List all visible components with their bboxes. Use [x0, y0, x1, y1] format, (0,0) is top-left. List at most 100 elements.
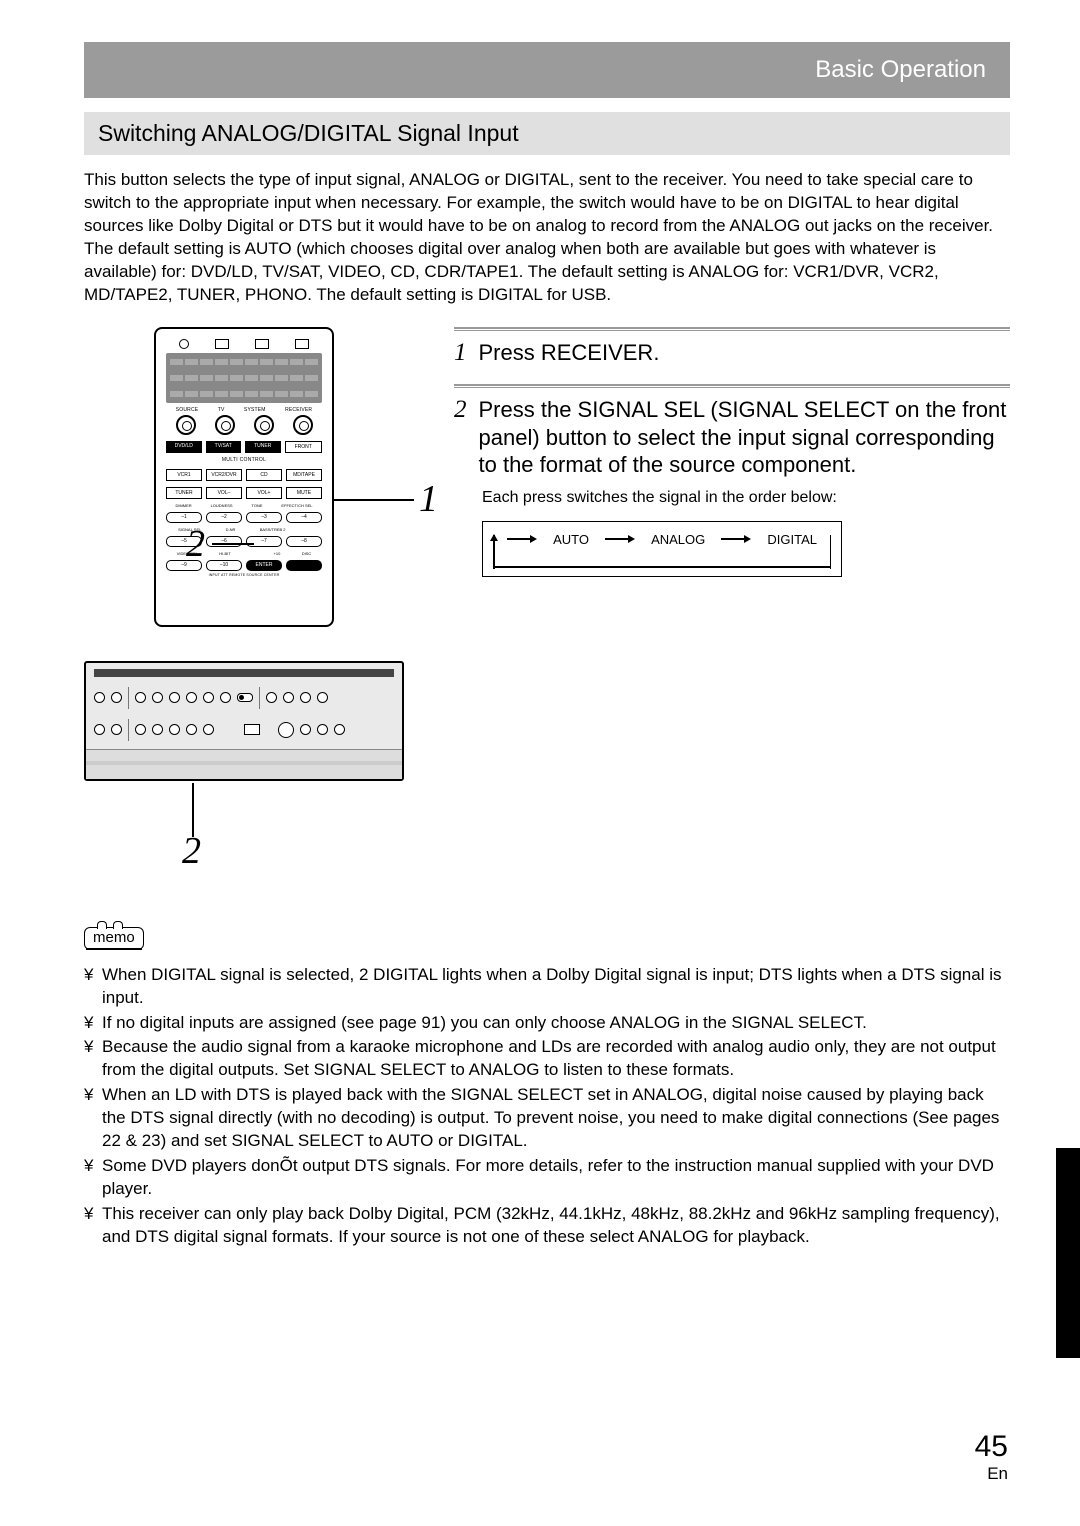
arrow-icon	[507, 534, 537, 544]
setup-icon	[255, 339, 269, 349]
u-knob	[317, 692, 328, 703]
page-language: En	[987, 1464, 1008, 1484]
step-num-2: 2	[454, 396, 467, 424]
bullet-marker: ¥	[84, 1084, 102, 1153]
memo-bullets: ¥When DIGITAL signal is selected, 2 DIGI…	[84, 964, 1010, 1249]
remote-btn-bar-1: DVD/LD TV/SAT TUNER FRONT	[166, 441, 322, 453]
pill-3: –3	[246, 512, 282, 523]
lbl-receiver: RECEIVER	[285, 407, 312, 413]
unit-base-line	[86, 761, 402, 765]
step-1: 1 Press RECEIVER.	[454, 327, 1010, 367]
remote-lcd	[166, 353, 322, 403]
remote-knob-labels: SOURCE TV SYSTEM RECEIVER	[166, 407, 322, 413]
u-knob	[94, 692, 105, 703]
u-knob	[111, 692, 122, 703]
step-text-1: Press RECEIVER.	[479, 339, 660, 367]
u-knob	[135, 692, 146, 703]
bullet-marker: ¥	[84, 964, 102, 1010]
manual-page: Basic Operation Switching ANALOG/DIGITAL…	[0, 0, 1080, 1526]
flow-return-right	[830, 535, 832, 569]
u-knob	[317, 724, 328, 735]
remote-top-icons	[166, 337, 322, 351]
u-knob	[135, 724, 146, 735]
pill-4: –4	[286, 512, 322, 523]
pill-7: –7	[246, 536, 282, 547]
u-toggle	[237, 693, 253, 702]
btn-mdtape: MD/TAPE	[286, 469, 322, 481]
unit-body	[84, 661, 404, 781]
u-knob	[169, 692, 180, 703]
remote-body: SOURCE TV SYSTEM RECEIVER DVD/LD TV/SAT	[154, 327, 334, 627]
u-knob	[203, 724, 214, 735]
bullet-text: If no digital inputs are assigned (see p…	[102, 1012, 1010, 1035]
pill-8: –8	[286, 536, 322, 547]
left-column: SOURCE TV SYSTEM RECEIVER DVD/LD TV/SAT	[84, 327, 434, 950]
bullet-marker: ¥	[84, 1155, 102, 1201]
attn-text: INPUT ATT REMOTE SOURCE CENTER	[166, 573, 322, 577]
multi-control-label: MULTI CONTROL	[166, 457, 322, 463]
section-title-band: Switching ANALOG/DIGITAL Signal Input	[84, 112, 1010, 155]
unit-row1	[94, 685, 394, 711]
knob-system	[254, 415, 274, 435]
btn-tuner: TUNER	[245, 441, 281, 453]
u-knob	[283, 692, 294, 703]
btn-vcr2: VCR2/DVR	[206, 469, 242, 481]
btn-dvdld: DVD/LD	[166, 441, 202, 453]
unit-callout-line	[192, 783, 194, 837]
u-divider	[259, 687, 260, 709]
pill-2: –2	[206, 512, 242, 523]
bullet-text: This receiver can only play back Dolby D…	[102, 1203, 1010, 1249]
btn-volplus: VOL+	[246, 487, 282, 499]
flow-return-bottom	[493, 566, 831, 568]
u-knob	[203, 692, 214, 703]
blank-icon	[295, 339, 309, 349]
callout-line-1	[334, 499, 414, 501]
lbl-tv: TV	[218, 407, 225, 413]
unit-callout-num: 2	[182, 829, 414, 873]
u-knob	[169, 724, 180, 735]
header-title: Basic Operation	[815, 56, 986, 84]
u-knob	[186, 724, 197, 735]
u-knob	[266, 692, 277, 703]
bullet-marker: ¥	[84, 1012, 102, 1035]
unit-disc-slot	[94, 669, 394, 677]
arrow-icon	[721, 534, 751, 544]
flow-return-left	[493, 535, 495, 569]
right-column: 1 Press RECEIVER. 2 Press the SIGNAL SEL…	[434, 327, 1010, 950]
btn-vcr1: VCR1	[166, 469, 202, 481]
side-tab	[1056, 1148, 1080, 1358]
unit-row2	[94, 717, 394, 743]
bullet-marker: ¥	[84, 1036, 102, 1082]
bullet-text: Some DVD players donÕt output DTS signal…	[102, 1155, 1010, 1201]
btn-front: FRONT	[285, 441, 323, 453]
u-divider	[128, 687, 129, 709]
step-text-2: Press the SIGNAL SEL (SIGNAL SELECT on t…	[479, 396, 1011, 479]
remote-btn-bar-3: TUNER VOL– VOL+ MUTE	[166, 487, 322, 499]
btn-volminus: VOL–	[206, 487, 242, 499]
u-jog-dial	[278, 722, 294, 738]
u-usb-icon	[244, 724, 260, 735]
page-number: 45	[975, 1430, 1008, 1464]
section-title: Switching ANALOG/DIGITAL Signal Input	[98, 120, 519, 146]
pill-blank	[286, 560, 322, 571]
remote-btn-bar-2: VCR1 VCR2/DVR CD MD/TAPE	[166, 469, 322, 481]
u-knob	[152, 692, 163, 703]
knob-receiver	[293, 415, 313, 435]
u-knob	[300, 724, 311, 735]
u-knob	[186, 692, 197, 703]
btn-tuner2: TUNER	[166, 487, 202, 499]
bullet-text: When DIGITAL signal is selected, 2 DIGIT…	[102, 964, 1010, 1010]
memo-box: memo	[84, 927, 144, 950]
bullet-text: When an LD with DTS is played back with …	[102, 1084, 1010, 1153]
u-knob	[300, 692, 311, 703]
header-grey-right: Basic Operation	[364, 42, 1010, 98]
u-knob	[111, 724, 122, 735]
u-knob	[94, 724, 105, 735]
header-grey-left	[84, 42, 364, 98]
flow-analog: ANALOG	[651, 532, 705, 547]
header-band: Basic Operation	[84, 42, 1010, 98]
knob-tv	[215, 415, 235, 435]
flow-auto: AUTO	[553, 532, 589, 547]
mid-columns: SOURCE TV SYSTEM RECEIVER DVD/LD TV/SAT	[84, 327, 1010, 950]
step-num-1: 1	[454, 339, 467, 367]
